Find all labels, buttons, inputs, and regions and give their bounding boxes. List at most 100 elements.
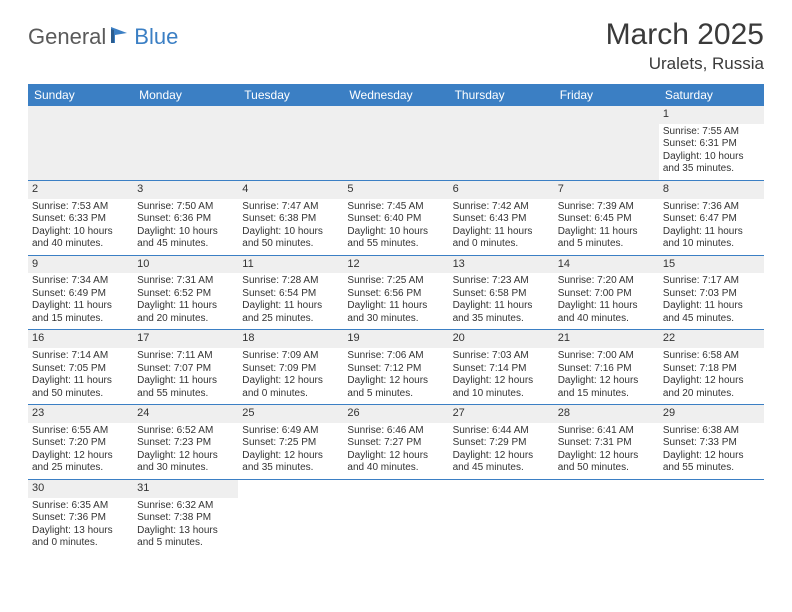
daylight-line: Daylight: 11 hours and 35 minutes. [453, 300, 550, 325]
sunset-line: Sunset: 6:45 PM [558, 213, 655, 226]
sunrise-line: Sunrise: 7:06 AM [347, 350, 444, 363]
sunrise-line: Sunrise: 6:44 AM [453, 425, 550, 438]
sunrise-line: Sunrise: 7:39 AM [558, 201, 655, 214]
daylight-line: Daylight: 11 hours and 45 minutes. [663, 300, 760, 325]
weekday-header: Thursday [449, 84, 554, 106]
sunrise-line: Sunrise: 6:38 AM [663, 425, 760, 438]
daylight-line: Daylight: 12 hours and 20 minutes. [663, 375, 760, 400]
calendar-day-cell: 22Sunrise: 6:58 AMSunset: 7:18 PMDayligh… [659, 330, 764, 405]
location: Uralets, Russia [606, 54, 764, 74]
sunrise-line: Sunrise: 7:20 AM [558, 275, 655, 288]
sunrise-line: Sunrise: 7:50 AM [137, 201, 234, 214]
daylight-line: Daylight: 10 hours and 35 minutes. [663, 151, 760, 176]
day-number: 25 [238, 405, 343, 423]
sunrise-line: Sunrise: 7:42 AM [453, 201, 550, 214]
weekday-header: Saturday [659, 84, 764, 106]
day-number: 16 [28, 330, 133, 348]
sunset-line: Sunset: 6:40 PM [347, 213, 444, 226]
daylight-line: Daylight: 12 hours and 45 minutes. [453, 450, 550, 475]
day-number: 30 [28, 480, 133, 498]
calendar-empty-cell [238, 479, 343, 553]
daylight-line: Daylight: 12 hours and 40 minutes. [347, 450, 444, 475]
sunset-line: Sunset: 6:31 PM [663, 138, 760, 151]
calendar-day-cell: 15Sunrise: 7:17 AMSunset: 7:03 PMDayligh… [659, 255, 764, 330]
calendar-day-cell: 31Sunrise: 6:32 AMSunset: 7:38 PMDayligh… [133, 479, 238, 553]
daylight-line: Daylight: 11 hours and 0 minutes. [453, 226, 550, 251]
sunset-line: Sunset: 7:07 PM [137, 363, 234, 376]
calendar-day-cell: 3Sunrise: 7:50 AMSunset: 6:36 PMDaylight… [133, 180, 238, 255]
daylight-line: Daylight: 12 hours and 35 minutes. [242, 450, 339, 475]
daylight-line: Daylight: 10 hours and 45 minutes. [137, 226, 234, 251]
calendar-empty-cell [28, 106, 133, 180]
calendar-table: SundayMondayTuesdayWednesdayThursdayFrid… [28, 84, 764, 554]
calendar-week-row: 2Sunrise: 7:53 AMSunset: 6:33 PMDaylight… [28, 180, 764, 255]
calendar-day-cell: 8Sunrise: 7:36 AMSunset: 6:47 PMDaylight… [659, 180, 764, 255]
sunset-line: Sunset: 7:14 PM [453, 363, 550, 376]
daylight-line: Daylight: 12 hours and 15 minutes. [558, 375, 655, 400]
day-number: 11 [238, 256, 343, 274]
daylight-line: Daylight: 13 hours and 5 minutes. [137, 525, 234, 550]
sunrise-line: Sunrise: 6:46 AM [347, 425, 444, 438]
day-number: 5 [343, 181, 448, 199]
calendar-empty-cell [449, 479, 554, 553]
sunrise-line: Sunrise: 7:47 AM [242, 201, 339, 214]
sunset-line: Sunset: 7:36 PM [32, 512, 129, 525]
sunset-line: Sunset: 7:09 PM [242, 363, 339, 376]
calendar-day-cell: 26Sunrise: 6:46 AMSunset: 7:27 PMDayligh… [343, 405, 448, 480]
sunset-line: Sunset: 7:38 PM [137, 512, 234, 525]
day-number: 28 [554, 405, 659, 423]
sunset-line: Sunset: 7:12 PM [347, 363, 444, 376]
logo-text-blue: Blue [134, 24, 178, 50]
sunset-line: Sunset: 7:05 PM [32, 363, 129, 376]
calendar-day-cell: 27 Sunrise: 6:44 AMSunset: 7:29 PMDayligh… [449, 405, 554, 480]
title-block: March 2025 Uralets, Russia [606, 18, 764, 74]
daylight-line: Daylight: 11 hours and 30 minutes. [347, 300, 444, 325]
day-number: 31 [133, 480, 238, 498]
calendar-week-row: 9Sunrise: 7:34 AMSunset: 6:49 PMDaylight… [28, 255, 764, 330]
sunrise-line: Sunrise: 7:55 AM [663, 126, 760, 139]
sunrise-line: Sunrise: 6:41 AM [558, 425, 655, 438]
daylight-line: Daylight: 13 hours and 0 minutes. [32, 525, 129, 550]
calendar-day-cell: 18Sunrise: 7:09 AMSunset: 7:09 PMDayligh… [238, 330, 343, 405]
sunrise-line: Sunrise: 6:52 AM [137, 425, 234, 438]
day-number: 12 [343, 256, 448, 274]
calendar-day-cell: 16 Sunrise: 7:14 AMSunset: 7:05 PMDayligh… [28, 330, 133, 405]
daylight-line: Daylight: 12 hours and 25 minutes. [32, 450, 129, 475]
sunset-line: Sunset: 7:18 PM [663, 363, 760, 376]
calendar-day-cell: 17Sunrise: 7:11 AMSunset: 7:07 PMDayligh… [133, 330, 238, 405]
sunrise-line: Sunrise: 7:00 AM [558, 350, 655, 363]
weekday-header: Sunday [28, 84, 133, 106]
sunrise-line: Sunrise: 7:11 AM [137, 350, 234, 363]
daylight-line: Daylight: 11 hours and 50 minutes. [32, 375, 129, 400]
day-number: 3 [133, 181, 238, 199]
sunrise-line: Sunrise: 7:03 AM [453, 350, 550, 363]
calendar-day-cell: 19Sunrise: 7:06 AMSunset: 7:12 PMDayligh… [343, 330, 448, 405]
day-number: 18 [238, 330, 343, 348]
day-number: 6 [449, 181, 554, 199]
sunrise-line: Sunrise: 7:14 AM [32, 350, 129, 363]
calendar-day-cell: 29Sunrise: 6:38 AMSunset: 7:33 PMDayligh… [659, 405, 764, 480]
calendar-day-cell: 20Sunrise: 7:03 AMSunset: 7:14 PMDayligh… [449, 330, 554, 405]
day-number: 23 [28, 405, 133, 423]
sunset-line: Sunset: 6:43 PM [453, 213, 550, 226]
calendar-day-cell: 12Sunrise: 7:25 AMSunset: 6:56 PMDayligh… [343, 255, 448, 330]
sunset-line: Sunset: 7:20 PM [32, 437, 129, 450]
daylight-line: Daylight: 12 hours and 55 minutes. [663, 450, 760, 475]
day-number: 27 [449, 405, 554, 423]
sunrise-line: Sunrise: 6:55 AM [32, 425, 129, 438]
calendar-empty-cell [554, 479, 659, 553]
sunset-line: Sunset: 7:31 PM [558, 437, 655, 450]
calendar-day-cell: 7Sunrise: 7:39 AMSunset: 6:45 PMDaylight… [554, 180, 659, 255]
sunset-line: Sunset: 7:29 PM [453, 437, 550, 450]
sunset-line: Sunset: 7:00 PM [558, 288, 655, 301]
day-number: 9 [28, 256, 133, 274]
calendar-week-row: 1Sunrise: 7:55 AMSunset: 6:31 PMDaylight… [28, 106, 764, 180]
daylight-line: Daylight: 11 hours and 40 minutes. [558, 300, 655, 325]
sunrise-line: Sunrise: 7:34 AM [32, 275, 129, 288]
daylight-line: Daylight: 12 hours and 0 minutes. [242, 375, 339, 400]
day-number: 13 [449, 256, 554, 274]
day-number: 7 [554, 181, 659, 199]
calendar-day-cell: 24Sunrise: 6:52 AMSunset: 7:23 PMDayligh… [133, 405, 238, 480]
logo-text-general: General [28, 24, 106, 50]
day-number: 8 [659, 181, 764, 199]
